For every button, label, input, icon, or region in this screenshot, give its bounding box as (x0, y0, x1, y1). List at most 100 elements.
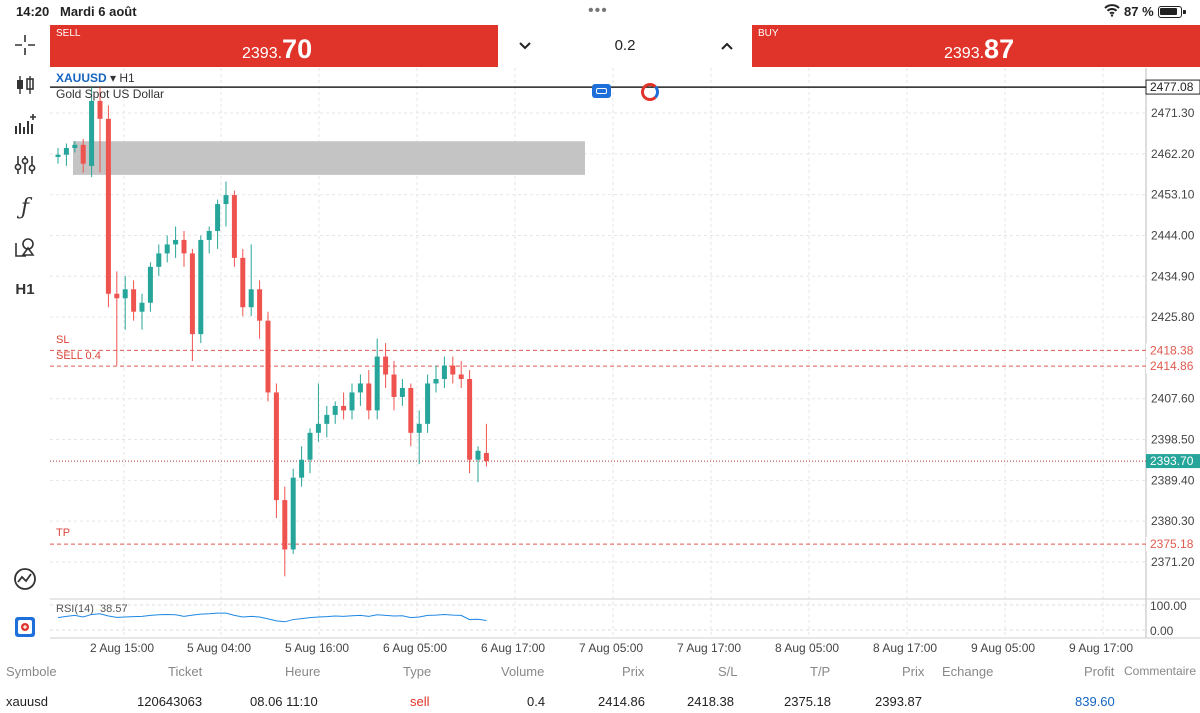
sl-line-label: SL (56, 334, 70, 346)
rsi-level-label: 0.00 (1150, 624, 1174, 638)
row-profit[interactable]: 839.60 (1075, 694, 1115, 709)
header-comment[interactable]: Commentaire (1124, 664, 1197, 678)
chart-type-icon[interactable] (8, 70, 42, 100)
price-tick-label: 2471.30 (1151, 106, 1195, 120)
take-profit-line-box (1146, 537, 1200, 552)
candle (206, 226, 212, 254)
candle (349, 383, 355, 420)
row-price[interactable]: 2414.86 (598, 694, 645, 709)
candle (114, 271, 120, 366)
header-time[interactable]: Heure (285, 664, 321, 679)
time-tick-label: 7 Aug 17:00 (677, 641, 741, 655)
row-type[interactable]: sell (410, 694, 430, 709)
chart-symbol-arrow: ▾ (110, 71, 117, 85)
wifi-icon (1104, 3, 1120, 20)
candle (80, 139, 86, 173)
candle (147, 262, 153, 312)
time-tick-label: 8 Aug 17:00 (873, 641, 937, 655)
status-date: Mardi 6 août (60, 4, 137, 19)
settings-sliders-icon[interactable] (8, 150, 42, 180)
time-tick-label: 6 Aug 05:00 (383, 641, 447, 655)
candle (425, 374, 431, 433)
candle (441, 356, 447, 388)
price-tick-label: 2444.00 (1151, 228, 1195, 242)
candle (231, 190, 237, 267)
header-sl[interactable]: S/L (718, 664, 738, 679)
price-tick-label: 2371.20 (1151, 555, 1195, 569)
sell-order-line-label: 2414.86 (1150, 359, 1194, 373)
timeframe-button[interactable]: H1 (15, 280, 35, 298)
candle (416, 410, 422, 465)
crosshair-icon[interactable] (8, 30, 42, 60)
volume-decrease-button[interactable] (510, 33, 540, 59)
sell-button[interactable]: SELL 2393.70 (50, 25, 498, 67)
buy-button[interactable]: BUY 2393.87 (752, 25, 1200, 67)
header-profit[interactable]: Profit (1084, 664, 1115, 679)
price-chart[interactable]: 2471.30 2462.20 2453.10 2444.00 2434.90 2425.… (50, 68, 1200, 656)
header-price[interactable]: Prix (622, 664, 645, 679)
candle (341, 392, 347, 420)
time-tick-label: 2 Aug 15:00 (90, 641, 154, 655)
chart-description: Gold Spot US Dollar (56, 87, 165, 101)
multitask-dots-icon[interactable]: ••• (588, 2, 608, 19)
volume-value[interactable]: 0.2 (614, 37, 636, 54)
sell-label: SELL (56, 28, 81, 39)
link-icon[interactable] (592, 84, 611, 98)
header-current-price[interactable]: Prix (902, 664, 925, 679)
price-tick-label: 2407.60 (1151, 392, 1195, 406)
row-ticket[interactable]: 120643063 (137, 694, 203, 709)
header-ticket[interactable]: Ticket (168, 664, 203, 679)
volume-increase-button[interactable] (712, 33, 742, 59)
candle (139, 293, 145, 330)
header-symbol[interactable]: Symbole (6, 664, 57, 679)
row-sl[interactable]: 2418.38 (687, 694, 734, 709)
header-swap[interactable]: Echange (942, 664, 994, 679)
candle (383, 343, 389, 388)
price-tick-label: 2462.20 (1151, 147, 1195, 161)
positions-table: Symbole Ticket Heure Type Volume Prix S/… (0, 656, 1200, 713)
candle (105, 105, 111, 308)
indicators-icon[interactable] (8, 110, 42, 140)
candle (223, 181, 229, 227)
candle (131, 280, 137, 321)
tp-line-label: TP (56, 527, 71, 539)
row-current-price[interactable]: 2393.87 (875, 694, 922, 709)
candle (450, 356, 456, 384)
trade-chart-icon[interactable] (8, 564, 42, 594)
supply-zone (73, 141, 585, 175)
candle (215, 199, 221, 249)
candle (315, 383, 321, 442)
candle (273, 383, 279, 519)
sell-order-line-box (1146, 359, 1200, 374)
objects-icon[interactable] (8, 232, 42, 262)
sell-price: 2393.70 (242, 34, 313, 64)
chevron-down-icon (519, 42, 531, 50)
candle (63, 143, 69, 166)
price-tick-label: 2398.50 (1151, 433, 1195, 447)
header-volume[interactable]: Volume (501, 664, 545, 679)
function-icon[interactable]: ƒ (20, 194, 30, 220)
one-click-trading-panel: SELL 2393.70 0.2 BUY 2393.87 (50, 25, 1200, 67)
chart-symbol-header[interactable]: XAUUSD ▾ H1 (56, 71, 135, 85)
current-price-line-label: 2393.70 (1150, 454, 1194, 468)
high-price-line-label: 2477.08 (1150, 80, 1194, 94)
sell-order-line-label: SELL 0.4 (56, 350, 101, 362)
battery-percent: 87 % (1124, 4, 1154, 19)
time-tick-label: 6 Aug 17:00 (481, 641, 545, 655)
chart-canvas[interactable]: 2471.30 2462.20 2453.10 2444.00 2434.90 2425.… (50, 68, 1200, 656)
row-symbol[interactable]: xauusd (6, 694, 48, 709)
row-volume[interactable]: 0.4 (527, 694, 546, 709)
one-click-icon[interactable] (8, 612, 42, 642)
price-tick-label: 2389.40 (1151, 473, 1195, 487)
row-tp[interactable]: 2375.18 (784, 694, 831, 709)
sync-icon[interactable] (641, 83, 659, 101)
header-type[interactable]: Type (403, 664, 432, 679)
candle (332, 401, 338, 424)
candle (89, 87, 95, 178)
candle (198, 235, 204, 344)
time-tick-label: 9 Aug 05:00 (971, 641, 1035, 655)
row-time[interactable]: 08.06 11:10 (250, 694, 318, 709)
chart-timeframe: H1 (119, 71, 135, 85)
candle (307, 428, 313, 474)
header-tp[interactable]: T/P (810, 664, 831, 679)
